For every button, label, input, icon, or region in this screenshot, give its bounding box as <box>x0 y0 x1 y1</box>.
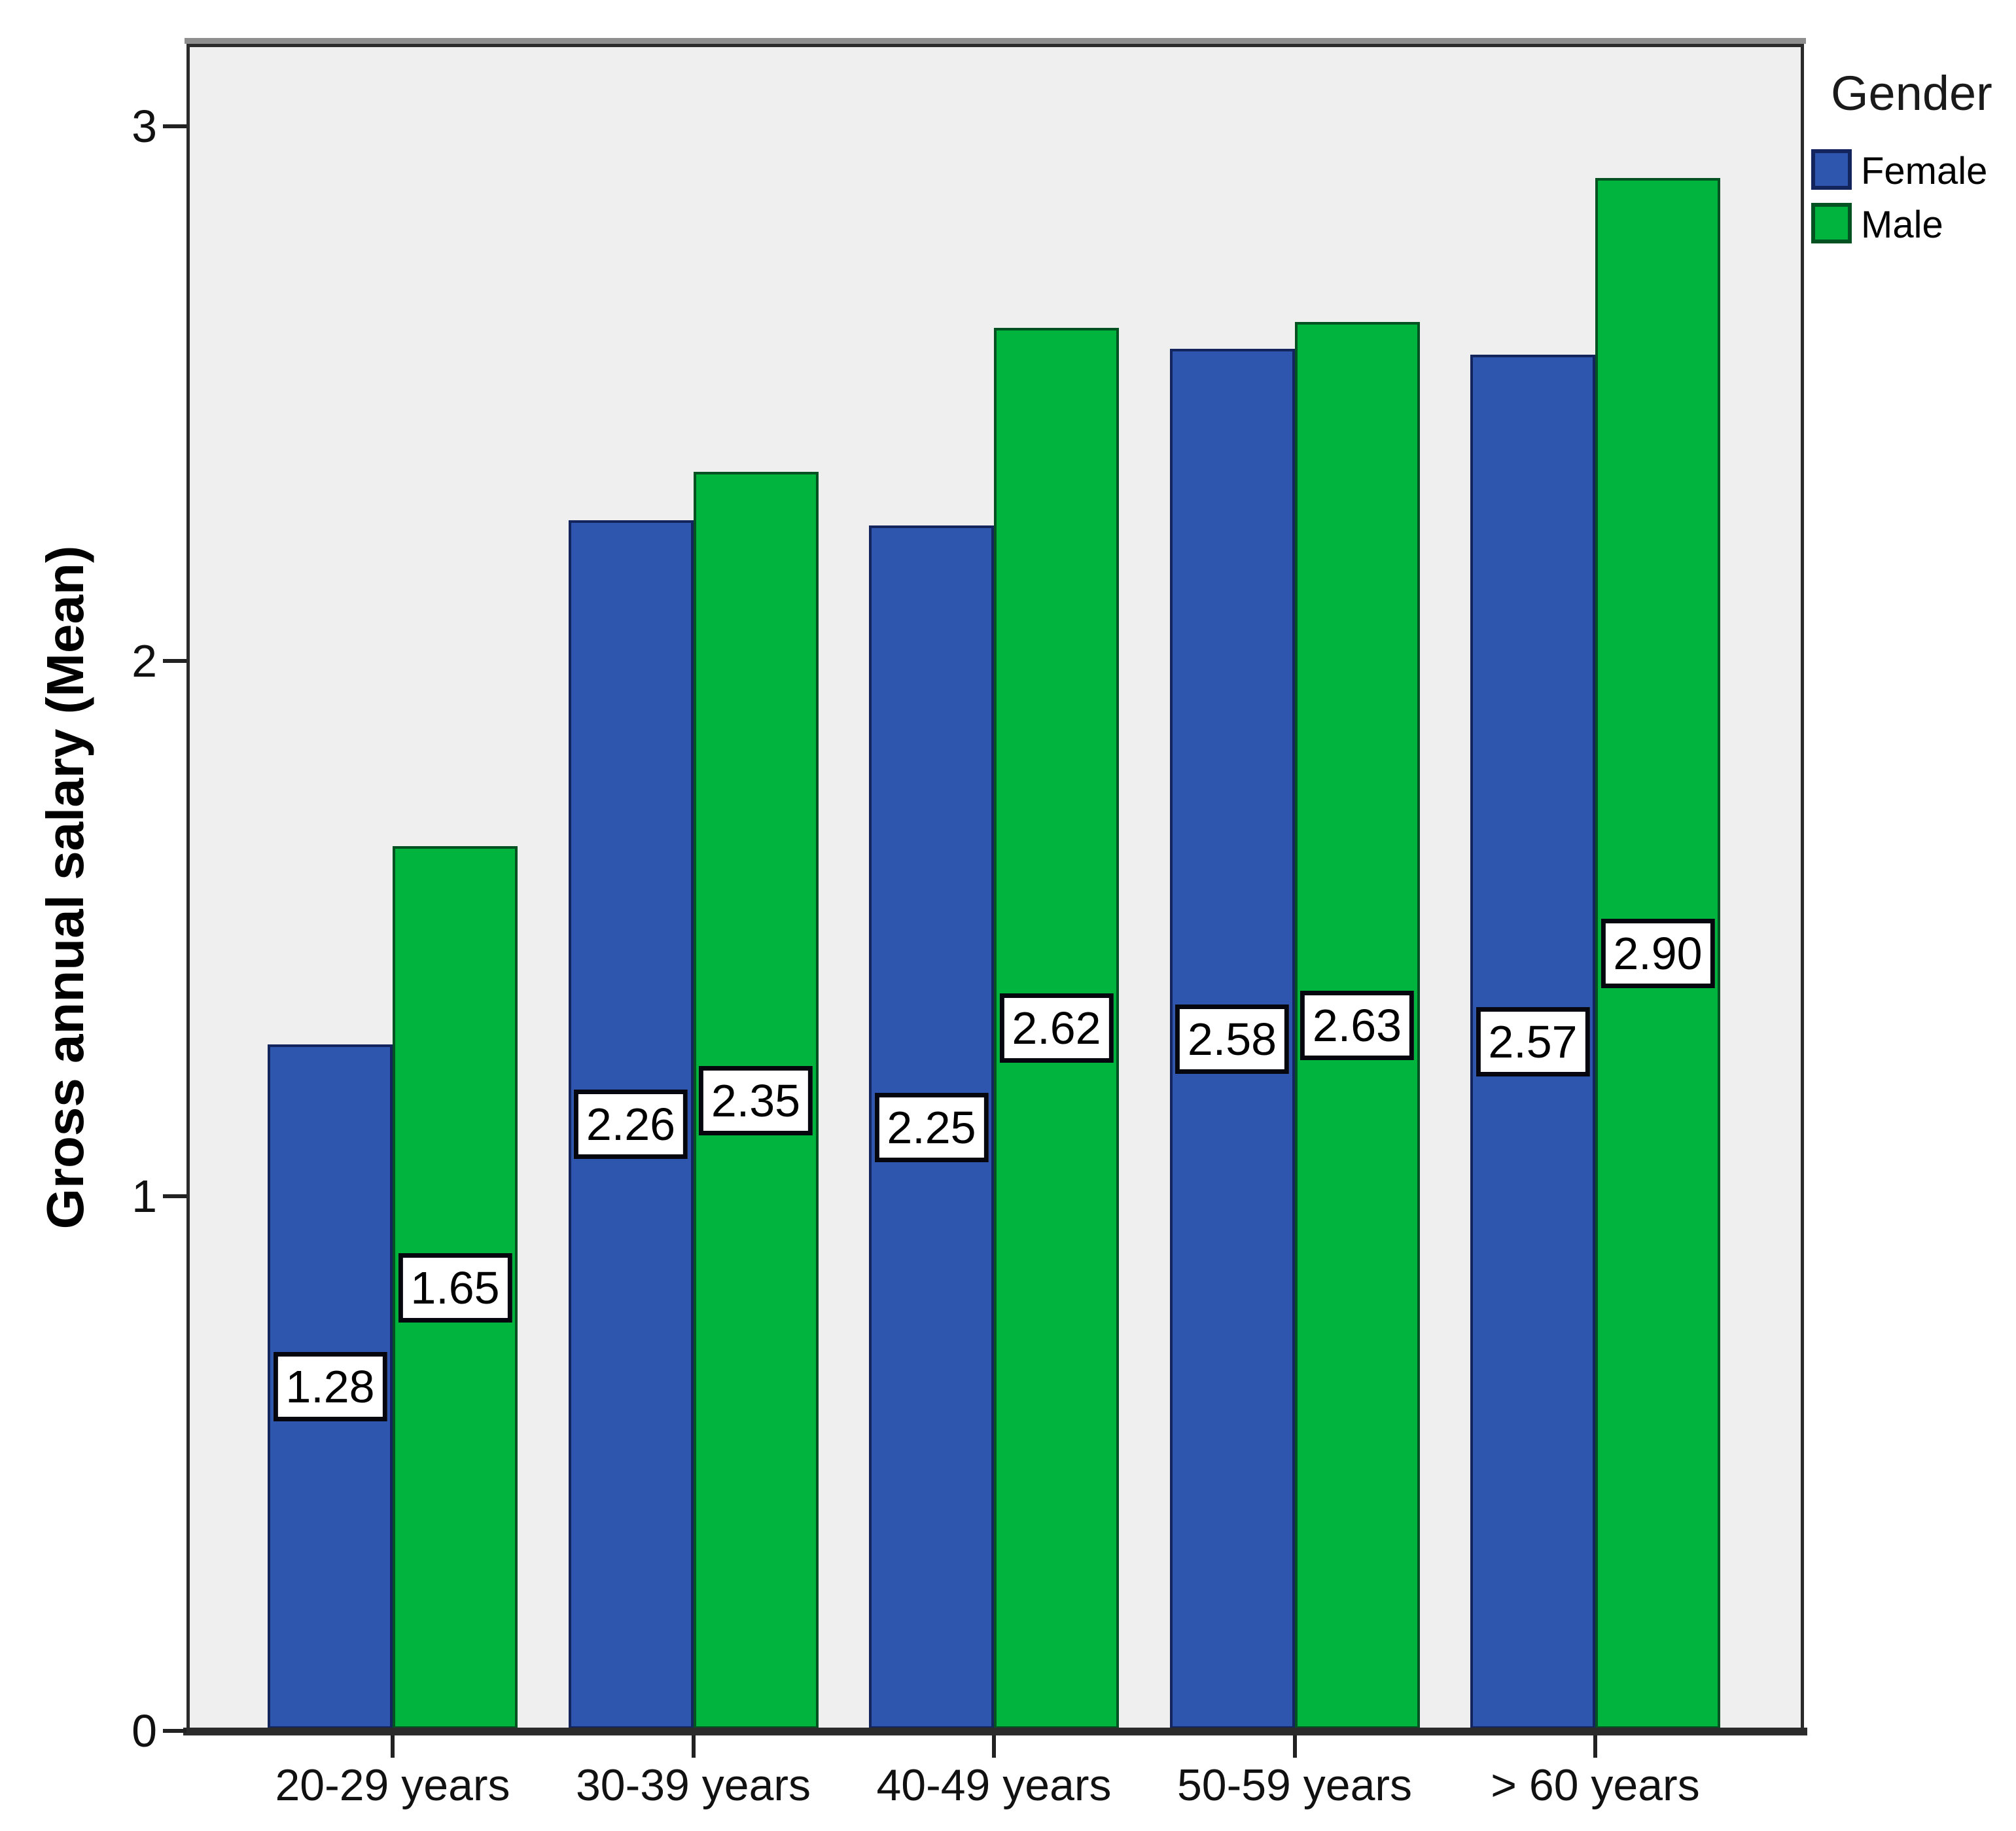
x-axis-category-label: 50-59 years <box>1176 1760 1413 1810</box>
value-label-female: 2.57 <box>1476 1006 1590 1076</box>
x-axis-category-label: 30-39 years <box>575 1760 811 1810</box>
legend-swatch-male <box>1811 203 1852 243</box>
x-axis-category-label: > 60 years <box>1491 1760 1700 1810</box>
x-tick-mark <box>691 1735 696 1758</box>
x-axis-category-label: 40-49 years <box>876 1760 1112 1810</box>
legend-title: Gender <box>1831 66 1992 120</box>
y-tick-label: 3 <box>132 101 157 152</box>
x-tick-mark <box>391 1735 395 1758</box>
bars-layer: 1.28 1.65 2.26 2.35 2.25 2.62 2.58 2.63 2.57 2.90 <box>186 44 1804 1729</box>
value-label-female: 2.26 <box>573 1090 688 1160</box>
y-tick-mark <box>163 1729 186 1733</box>
y-tick-label: 0 <box>132 1705 157 1756</box>
y-tick-mark <box>163 659 186 664</box>
x-tick-mark <box>1292 1735 1297 1758</box>
value-label-female: 1.28 <box>273 1351 387 1421</box>
x-axis-line <box>183 1728 1807 1735</box>
value-label-male: 1.65 <box>398 1253 512 1323</box>
value-label-female: 2.25 <box>874 1092 989 1162</box>
y-tick-mark <box>163 1194 186 1198</box>
value-label-male: 2.62 <box>999 993 1114 1063</box>
legend-swatch-female <box>1811 149 1852 190</box>
x-tick-mark <box>1593 1735 1597 1758</box>
value-label-male: 2.90 <box>1600 918 1715 988</box>
x-tick-mark <box>992 1735 996 1758</box>
legend-label-male: Male <box>1861 204 1943 246</box>
value-label-female: 2.58 <box>1175 1004 1290 1074</box>
value-label-male: 2.63 <box>1300 991 1415 1061</box>
x-axis-category-label: 20-29 years <box>275 1760 510 1810</box>
y-tick-label: 2 <box>132 635 157 687</box>
y-tick-label: 1 <box>132 1170 157 1222</box>
legend-label-female: Female <box>1861 150 1988 192</box>
plot-frame-shadow <box>185 38 1806 44</box>
value-label-male: 2.35 <box>698 1065 813 1135</box>
y-tick-mark <box>163 124 186 128</box>
